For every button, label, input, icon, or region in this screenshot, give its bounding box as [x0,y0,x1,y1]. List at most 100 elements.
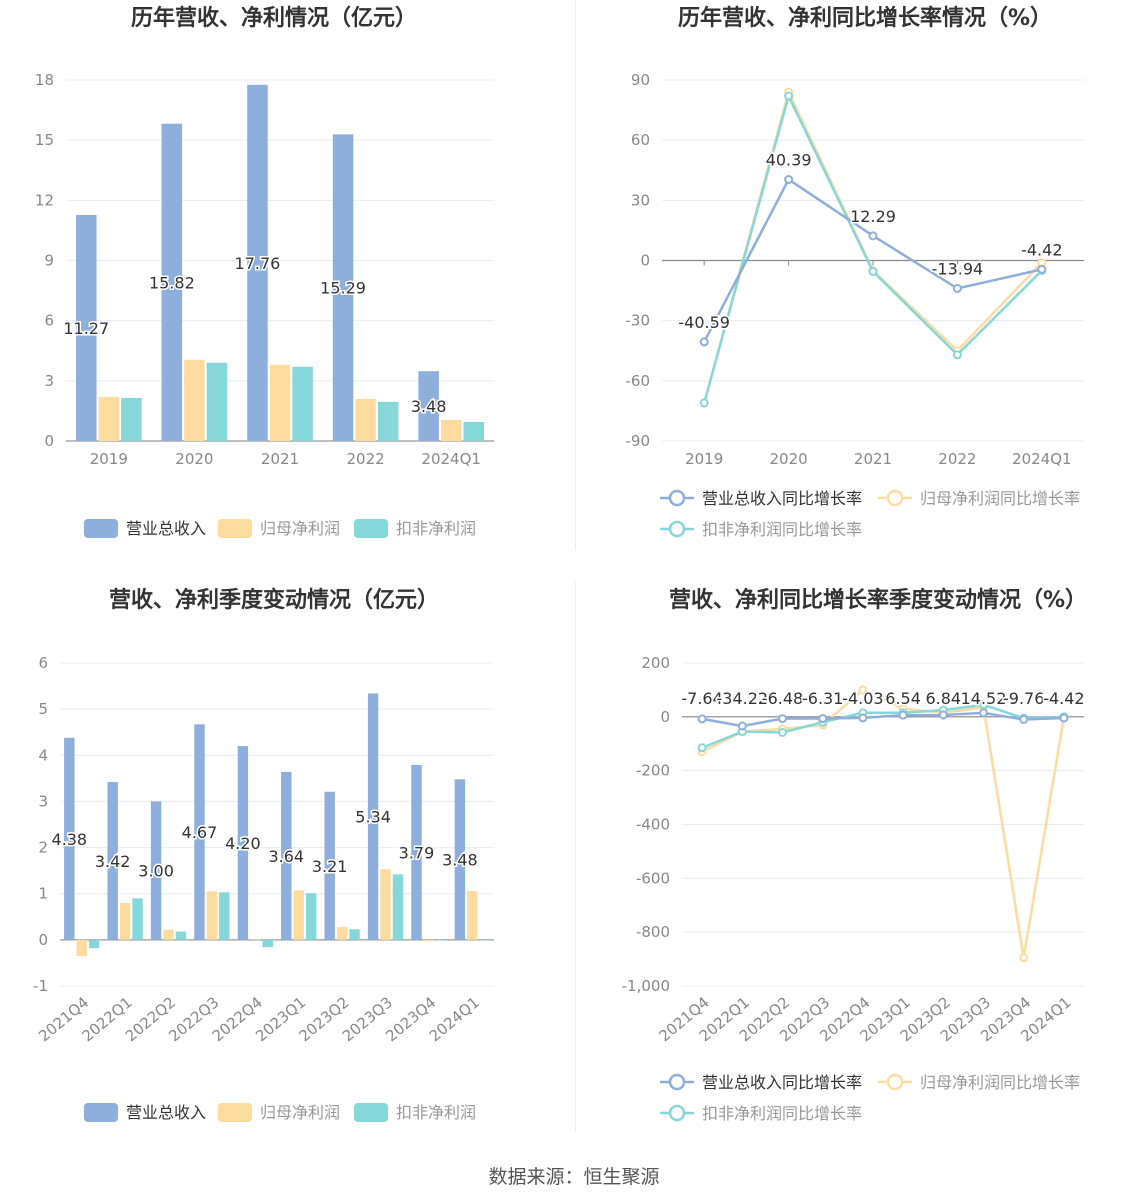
legend-label: 归母净利润同比增长率 [920,1073,1080,1092]
series-point-deducted-profit-growth [699,398,709,408]
bar-data-label: 3.64 [268,847,304,866]
series-point-deducted-profit-growth [952,350,962,360]
bar-revenue [161,123,183,442]
legend-swatch-marker [668,1104,686,1122]
series-line-deducted-profit-growth [701,703,1064,749]
vertical-divider-bottom [575,582,576,1132]
y-tick-label: 2 [38,839,48,857]
legend-label: 扣非净利润同比增长率 [702,520,862,539]
legend-swatch [218,1103,252,1122]
bar-net-profit [98,396,120,441]
legend-swatch [218,519,252,538]
series-point-deducted-profit-growth [778,727,787,737]
series-point-deducted-profit-growth [784,91,794,101]
chart-title: 营收、净利同比增长率季度变动情况（%） [669,587,1087,613]
bar-revenue [367,693,379,940]
y-tick-label: 5 [38,700,48,718]
line-data-label: -7.64 [681,689,722,708]
bar-revenue [194,724,205,940]
series-point-net-profit-growth [1019,953,1029,963]
series-point-revenue-growth [858,713,868,723]
x-tick-label: 2022 [347,450,385,468]
y-tick-label: 9 [44,252,54,270]
bar-data-label: 3.48 [442,851,478,870]
x-tick-label: 2022 [938,450,976,468]
y-tick-label: -400 [636,816,670,834]
series-point-deducted-profit-growth [868,267,878,277]
y-tick-label: 0 [44,432,54,450]
bar-net-profit [206,891,218,940]
bar-deducted-profit [88,939,100,949]
bar-deducted-profit [463,421,485,441]
legend-label: 归母净利润 [260,519,340,538]
bar-data-label: 4.67 [182,823,218,842]
bar-data-label: 3.48 [411,397,447,416]
annual-growth-rate-svg: 历年营收、净利同比增长率情况（%） -90 -60 -30 0 30 60 90 2019 202… [626,5,1084,539]
series-point-revenue-growth [1019,714,1029,724]
bar-revenue [150,801,162,940]
y-tick-label: -200 [636,762,670,780]
bar-revenue [237,746,249,940]
legend-swatch-marker [668,520,686,538]
y-tick-label: 6 [38,654,48,672]
series-point-revenue-growth [952,283,962,293]
y-tick-label: -90 [626,432,651,450]
bar-net-profit [336,926,348,940]
line-data-label: 14.52 [961,689,1007,708]
y-tick-label: -30 [626,312,651,330]
legend-label: 归母净利润同比增长率 [920,489,1080,508]
x-tick-label: 2020 [770,450,808,468]
bar-data-label: 3.21 [312,857,348,876]
line-data-label: -34.22 [717,689,769,708]
bar-net-profit [293,890,304,940]
y-tick-label: -1,000 [622,977,670,995]
series-point-revenue-growth [784,174,794,184]
series-point-revenue-growth [699,337,709,347]
line-data-label: -4.42 [1021,240,1062,259]
series-point-revenue-growth [898,710,908,720]
quarterly-growth-rate-chart: 营收、净利同比增长率季度变动情况（%） -1,000 -800 -600 -400 -20… [588,582,1148,1142]
y-tick-label: 1 [38,885,48,903]
bar-net-profit [355,398,376,441]
bar-net-profit [423,939,435,942]
legend-swatch-marker [886,489,904,507]
series-point-revenue-growth [737,721,747,731]
legend-swatch [354,519,388,538]
y-tick-label: 15 [35,131,54,149]
y-tick-label: 90 [631,71,650,89]
legend-label: 营业总收入同比增长率 [702,1073,862,1092]
legend-swatch-marker [668,1073,686,1091]
y-tick-label: 200 [641,654,670,672]
bar-data-label: 5.34 [355,808,391,827]
bar-data-label: 15.29 [320,279,366,298]
line-data-label: -4.42 [1043,689,1084,708]
series-point-revenue-growth [938,710,948,720]
y-tick-label: 0 [38,931,48,949]
line-data-label: -40.59 [678,313,730,332]
legend-swatch [84,1103,118,1122]
chart-title: 营收、净利季度变动情况（亿元） [109,587,439,613]
series-point-revenue-growth [697,714,707,724]
x-tick-label: 2024Q1 [421,450,481,468]
line-data-label: 12.29 [850,207,896,226]
legend-label: 归母净利润 [260,1103,340,1122]
legend-label: 扣非净利润 [396,1103,476,1122]
bar-data-label: 4.38 [51,830,87,849]
bar-deducted-profit [121,397,142,441]
annual-growth-rate-chart: 历年营收、净利同比增长率情况（%） -90 -60 -30 0 30 60 90 2019 202… [588,0,1148,560]
y-tick-label: -1 [33,977,48,995]
y-tick-label: 3 [38,792,48,810]
y-tick-label: 12 [35,191,54,209]
y-tick-label: 18 [35,71,54,89]
chart-title: 历年营收、净利情况（亿元） [131,5,417,31]
bar-revenue [454,779,466,940]
bar-deducted-profit [392,874,404,940]
bar-net-profit [119,902,131,940]
x-tick-label: 2020 [175,450,213,468]
legend-label: 扣非净利润同比增长率 [702,1104,862,1123]
y-tick-label: -600 [636,869,670,887]
bar-revenue [247,84,268,442]
bar-data-label: 17.76 [235,254,281,273]
bar-deducted-profit [262,939,273,948]
series-point-revenue-growth [979,708,988,718]
